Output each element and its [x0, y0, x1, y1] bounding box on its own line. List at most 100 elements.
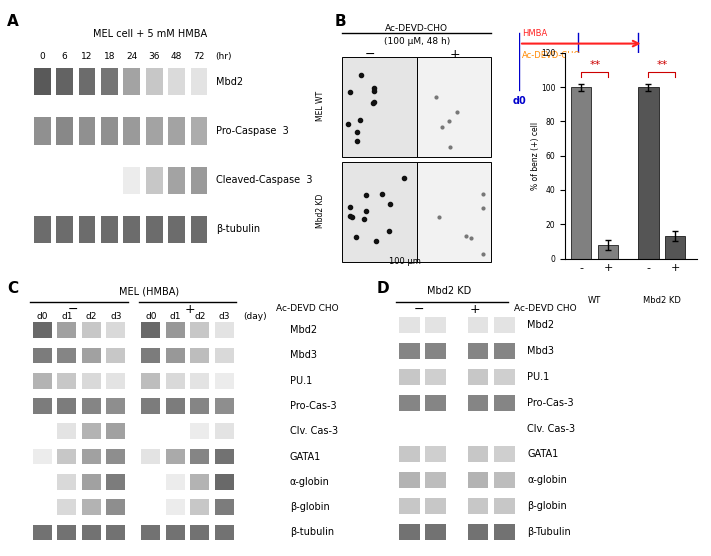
- Text: B: B: [334, 14, 346, 29]
- Text: Cleaved-Caspase  3: Cleaved-Caspase 3: [216, 175, 313, 185]
- Bar: [215, 424, 234, 439]
- Bar: [141, 373, 161, 389]
- Bar: [400, 446, 419, 463]
- Text: Pro-Cas-3: Pro-Cas-3: [528, 398, 574, 408]
- Text: −: −: [365, 48, 375, 61]
- Bar: [494, 446, 515, 463]
- Text: 24: 24: [126, 52, 137, 61]
- Text: 12: 12: [81, 52, 92, 61]
- Bar: [191, 474, 209, 490]
- Bar: [33, 373, 52, 389]
- Bar: [79, 68, 95, 95]
- Bar: [34, 117, 50, 145]
- Bar: [101, 216, 118, 243]
- Bar: [215, 373, 234, 389]
- Bar: [82, 348, 101, 363]
- Bar: [191, 348, 209, 363]
- Text: MEL cell + 5 mM HMBA: MEL cell + 5 mM HMBA: [93, 29, 208, 39]
- Bar: [106, 424, 125, 439]
- Bar: [101, 68, 118, 95]
- Bar: [191, 68, 208, 95]
- Bar: [141, 322, 161, 338]
- Text: +: +: [450, 48, 460, 61]
- Bar: [468, 498, 488, 514]
- Bar: [400, 524, 419, 540]
- Bar: [34, 68, 50, 95]
- Bar: [79, 216, 95, 243]
- Bar: [494, 369, 515, 385]
- Text: d2: d2: [85, 312, 97, 321]
- Bar: [191, 424, 209, 439]
- Bar: [106, 348, 125, 363]
- Bar: [468, 369, 488, 385]
- Bar: [342, 162, 417, 262]
- Text: 18: 18: [104, 52, 115, 61]
- Bar: [33, 524, 52, 540]
- Bar: [494, 395, 515, 411]
- Text: Clv. Cas-3: Clv. Cas-3: [290, 426, 338, 436]
- Bar: [665, 236, 685, 259]
- Bar: [191, 499, 209, 515]
- Bar: [82, 398, 101, 414]
- Text: Mbd2: Mbd2: [528, 320, 555, 330]
- Text: Mbd2: Mbd2: [216, 77, 243, 87]
- Bar: [146, 216, 163, 243]
- Bar: [106, 474, 125, 490]
- Bar: [33, 322, 52, 338]
- Text: d0: d0: [512, 96, 526, 106]
- Bar: [169, 216, 185, 243]
- Bar: [215, 524, 234, 540]
- Bar: [124, 167, 140, 194]
- Text: Mbd2 KD: Mbd2 KD: [316, 193, 325, 228]
- Text: Pro-Caspase  3: Pro-Caspase 3: [216, 126, 289, 136]
- Text: d1: d1: [169, 312, 181, 321]
- Y-axis label: % of benz (+) cell: % of benz (+) cell: [530, 122, 540, 190]
- Bar: [494, 343, 515, 359]
- Text: PU.1: PU.1: [528, 372, 550, 382]
- Bar: [191, 398, 209, 414]
- Bar: [215, 348, 234, 363]
- Bar: [425, 317, 446, 333]
- Bar: [215, 474, 234, 490]
- Bar: [425, 369, 446, 385]
- Bar: [58, 322, 76, 338]
- Bar: [169, 117, 185, 145]
- Bar: [106, 398, 125, 414]
- Bar: [400, 343, 419, 359]
- Text: Mbd2 KD: Mbd2 KD: [427, 286, 471, 296]
- Text: 6: 6: [62, 52, 68, 61]
- Bar: [417, 162, 491, 262]
- Bar: [468, 395, 488, 411]
- Text: β-globin: β-globin: [528, 501, 567, 511]
- Text: MEL (HMBA): MEL (HMBA): [119, 286, 179, 296]
- Bar: [124, 68, 140, 95]
- Bar: [58, 424, 76, 439]
- Bar: [400, 317, 419, 333]
- Text: β-tubulin: β-tubulin: [216, 225, 260, 235]
- Text: A: A: [7, 14, 19, 29]
- Text: 0: 0: [39, 52, 45, 61]
- Bar: [494, 524, 515, 540]
- Bar: [169, 68, 185, 95]
- Text: (day): (day): [243, 312, 267, 321]
- Bar: [82, 499, 101, 515]
- Bar: [141, 449, 161, 464]
- Text: d0: d0: [37, 312, 48, 321]
- Bar: [342, 57, 417, 157]
- Bar: [425, 472, 446, 488]
- Text: β-tubulin: β-tubulin: [290, 527, 334, 537]
- Text: +: +: [470, 302, 480, 315]
- Bar: [106, 373, 125, 389]
- Bar: [56, 117, 73, 145]
- Bar: [146, 167, 163, 194]
- Bar: [425, 446, 446, 463]
- Bar: [571, 87, 592, 259]
- Text: (hr): (hr): [215, 52, 232, 61]
- Bar: [191, 322, 209, 338]
- Text: Mbd2 KD: Mbd2 KD: [643, 296, 681, 305]
- Bar: [166, 449, 185, 464]
- Bar: [141, 348, 161, 363]
- Text: 48: 48: [171, 52, 182, 61]
- Bar: [468, 317, 488, 333]
- Text: PU.1: PU.1: [290, 376, 312, 386]
